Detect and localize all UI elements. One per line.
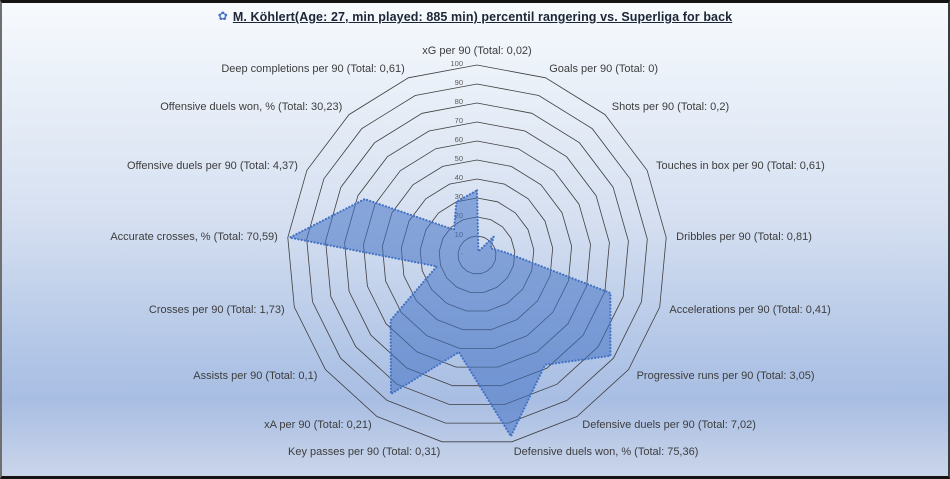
radar-grid-ring [325,102,629,405]
radar-chart: 100908070605040302010- [287,59,667,443]
axis-label-0: xG per 90 (Total: 0,02) [422,45,532,57]
axis-label-3: Touches in box per 90 (Total: 0,61) [656,159,825,172]
axis-label-8: Defensive duels won, % (Total: 75,36) [513,445,699,458]
axis-label-14: Offensive duels per 90 (Total: 4,37) [126,159,298,172]
radar-grid-ring [287,64,667,443]
axis-label-6: Progressive runs per 90 (Total: 3,05) [636,369,815,382]
radar-grid-ring [344,121,610,387]
radial-tick-label: 80 [455,97,463,106]
axis-label-12: Crosses per 90 (Total: 1,73) [148,303,285,316]
axis-label-9: Key passes per 90 (Total: 0,31) [288,445,441,458]
axis-label-15: Offensive duels won, % (Total: 30,23) [160,101,343,114]
radial-tick-label: 50 [455,154,463,163]
axis-label-11: Assists per 90 (Total: 0,1) [193,369,318,382]
axis-label-4: Dribbles per 90 (Total: 0,81) [676,230,812,243]
axis-label-7: Defensive duels per 90 (Total: 7,02) [582,419,756,432]
axis-label-1: Goals per 90 (Total: 0) [549,62,659,75]
axis-label-16: Deep completions per 90 (Total: 0,61) [221,62,405,75]
axis-label-10: xA per 90 (Total: 0,21) [264,419,372,432]
radial-tick-label: 70 [455,116,463,125]
radial-tick-label: 60 [455,135,463,144]
radial-tick-label: 40 [455,173,463,182]
axis-label-5: Accelerations per 90 (Total: 0,41) [669,303,831,316]
radar-data-polygon [288,189,612,438]
radial-tick-label: 30 [455,192,463,201]
radial-tick-label: 100 [450,59,463,68]
axis-label-13: Accurate crosses, % (Total: 70,59) [110,230,278,243]
axis-label-2: Shots per 90 (Total: 0,2) [611,101,730,114]
radar-grid-ring [306,83,648,424]
radial-tick-label: 90 [455,78,463,87]
